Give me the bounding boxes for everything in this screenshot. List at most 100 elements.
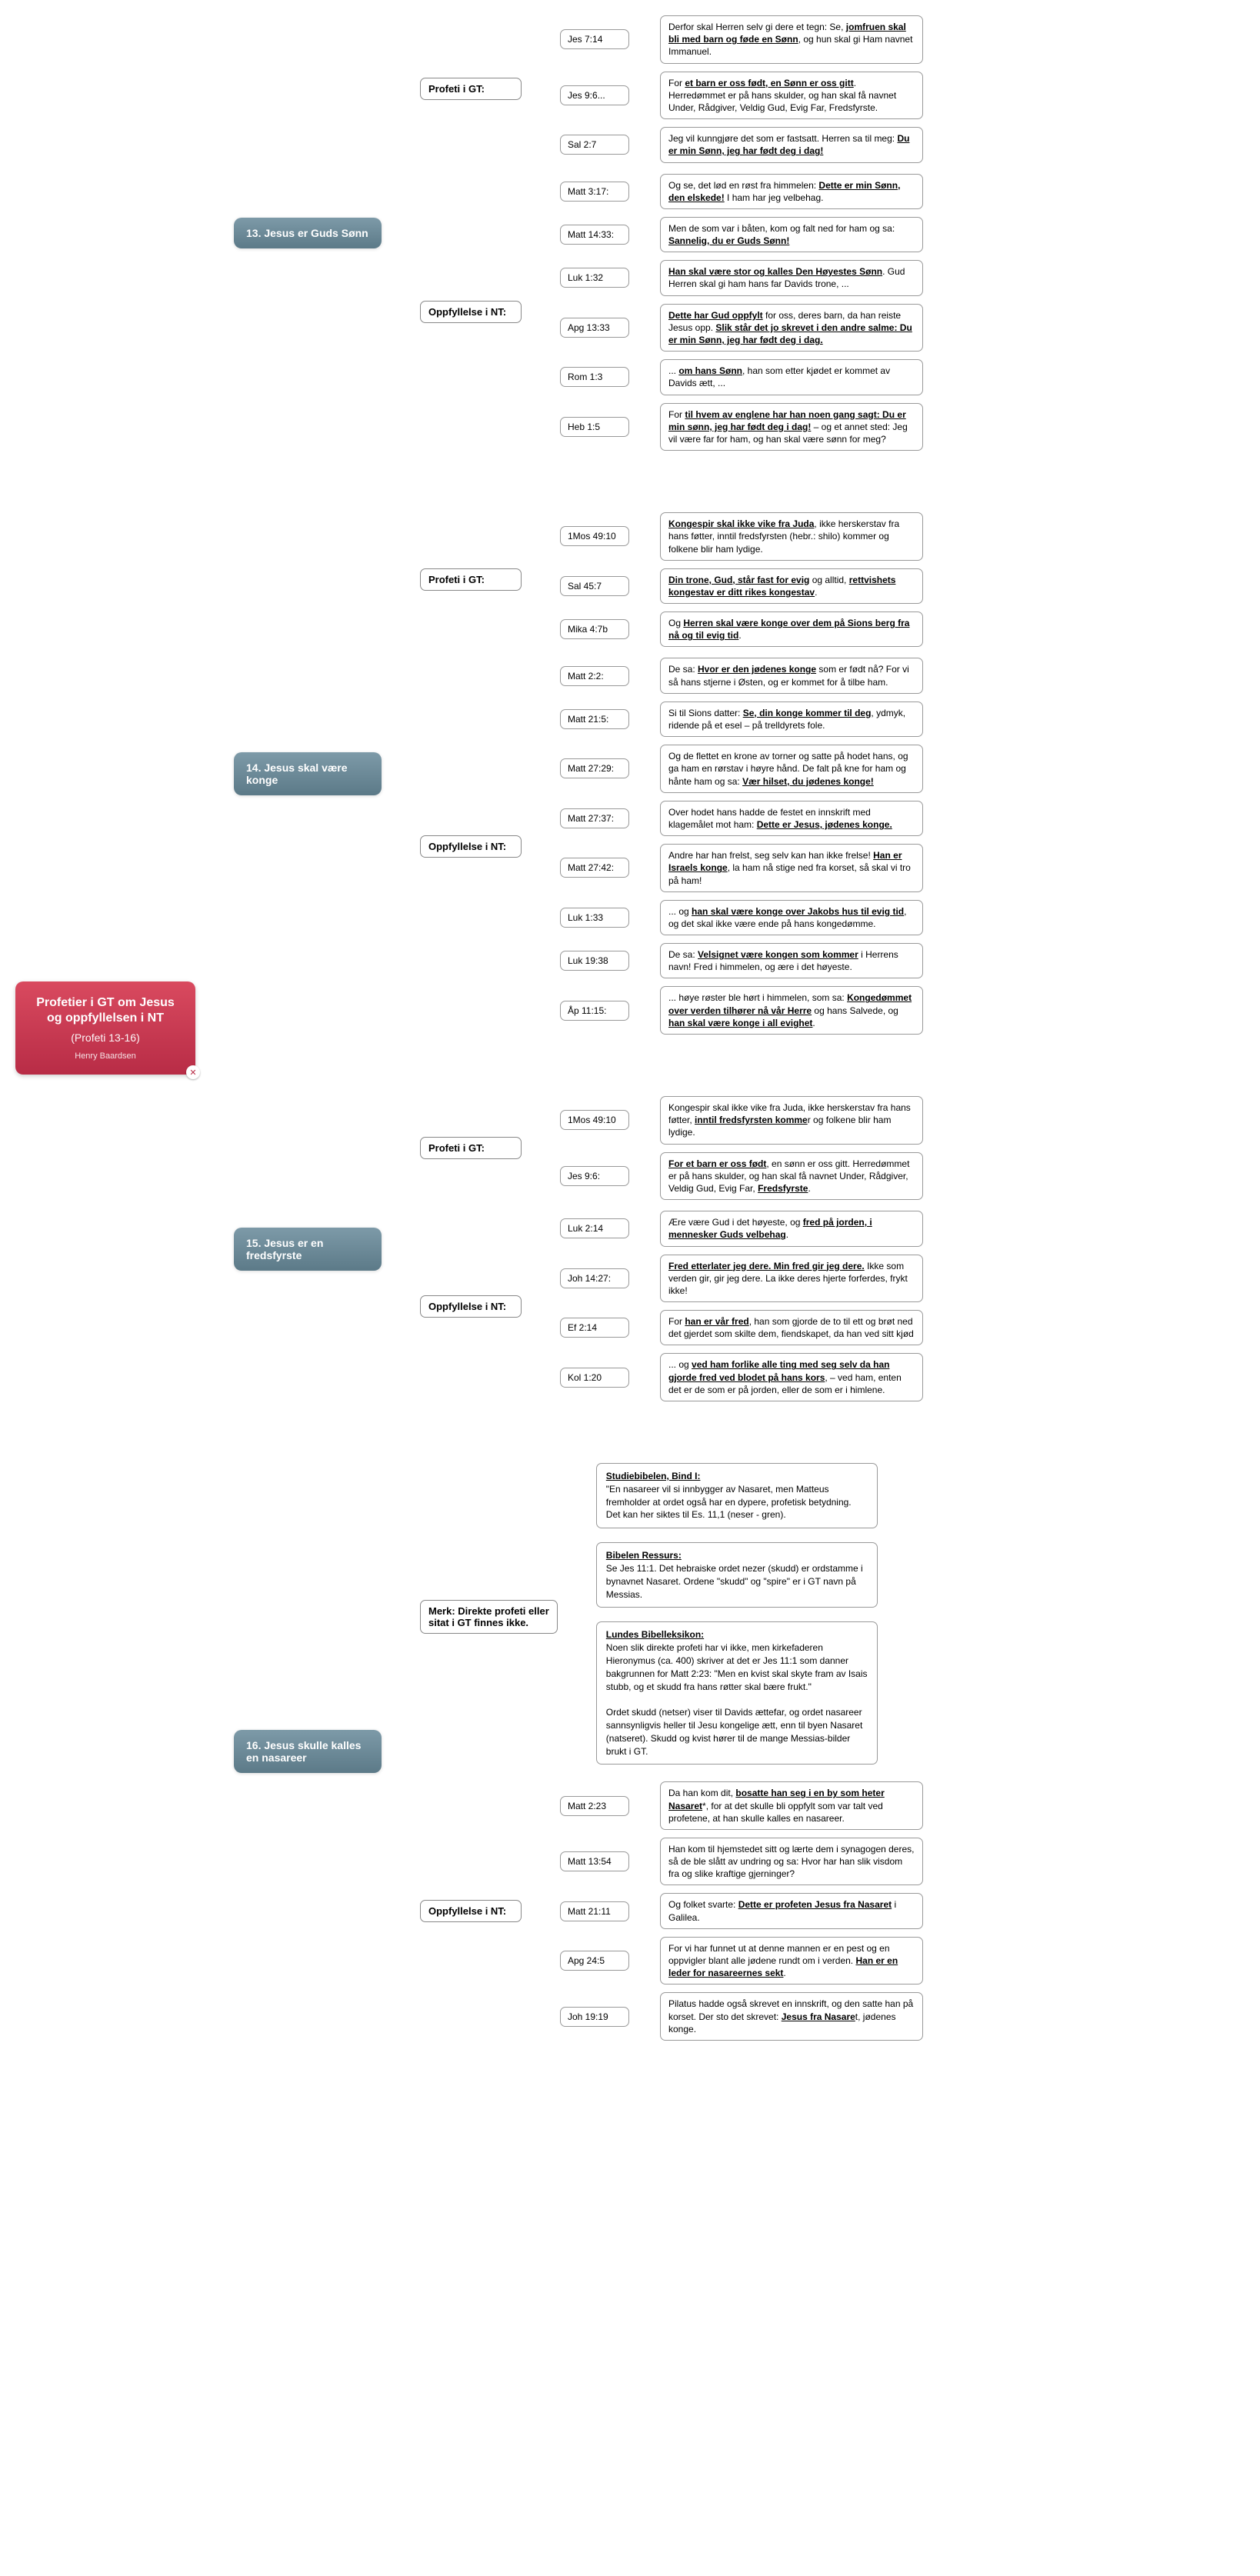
verse-ref[interactable]: Matt 21:5: [560,709,629,729]
leaf-row: Matt 13:54 Han kom til hjemstedet sitt og… [560,1838,923,1886]
sub-label[interactable]: Profeti i GT: [420,1137,522,1159]
verse-ref[interactable]: Sal 45:7 [560,576,629,596]
verse-text: Fred etterlater jeg dere. Min fred gir j… [660,1255,923,1303]
leaf-row: Matt 21:11 Og folket svarte: Dette er pro… [560,1893,923,1928]
sub-row: Oppfyllelse i NT: Luk 2:14 Ære være Gud i … [420,1211,923,1401]
leaf-row: Matt 14:33:Men de som var i båten, kom o… [560,217,923,252]
topic-node[interactable]: 16. Jesus skulle kalles en nasareer [234,1730,382,1773]
verse-ref[interactable]: 1Mos 49:10 [560,526,629,546]
verse-text: Og se, det lød en røst fra himmelen: Det… [660,174,923,209]
verse-ref[interactable]: Luk 1:33 [560,908,629,928]
verse-text: ... om hans Sønn, han som etter kjødet e… [660,359,923,395]
verse-ref[interactable]: Kol 1:20 [560,1368,629,1388]
subs-container: Profeti i GT: 1Mos 49:10 Kongespir skal ik… [420,1096,923,1401]
verse-text: ... og han skal være konge over Jakobs h… [660,900,923,935]
leaf-row: Matt 21:5:Si til Sions datter: Se, din k… [560,701,923,737]
verse-text: Han skal være stor og kalles Den Høyeste… [660,260,923,295]
verse-ref[interactable]: Jes 9:6... [560,85,629,105]
subs-container: Merk: Direkte profeti eller sitat i GT f… [420,1463,923,2041]
verse-ref[interactable]: Sal 2:7 [560,135,629,155]
sub-label[interactable]: Profeti i GT: [420,78,522,100]
verse-ref[interactable]: Matt 21:11 [560,1901,629,1921]
verse-ref[interactable]: Matt 14:33: [560,225,629,245]
leaves-container: Matt 3:17: Og se, det lød en røst fra him… [560,174,923,452]
verse-ref[interactable]: Luk 1:32 [560,268,629,288]
leaf-row: 1Mos 49:10 Kongespir skal ikke vike fra J… [560,1096,923,1145]
verse-text: Han kom til hjemstedet sitt og lærte dem… [660,1838,923,1886]
verse-text: Jeg vil kunngjøre det som er fastsatt. H… [660,127,923,162]
leaf-row: Åp 11:15:... høye røster ble hørt i himm… [560,986,923,1035]
verse-ref[interactable]: Mika 4:7b [560,619,629,639]
verse-ref[interactable]: Apg 13:33 [560,318,629,338]
verse-ref[interactable]: Joh 14:27: [560,1268,629,1288]
sub-label[interactable]: Oppfyllelse i NT: [420,301,522,323]
verse-ref[interactable]: Matt 27:42: [560,858,629,878]
verse-text: For vi har funnet ut at denne mannen er … [660,1937,923,1985]
sub-label[interactable]: Merk: Direkte profeti eller sitat i GT f… [420,1600,558,1634]
verse-ref[interactable]: Heb 1:5 [560,417,629,437]
verse-ref[interactable]: Matt 2:23 [560,1796,629,1816]
sub-label[interactable]: Oppfyllelse i NT: [420,1295,522,1318]
root-author: Henry Baardsen [32,1051,178,1061]
leaf-row: 1Mos 49:10Kongespir skal ikke vike fra J… [560,512,923,561]
topic-row: 13. Jesus er Guds Sønn Profeti i GT: Jes 7… [234,15,923,451]
verse-text: Kongespir skal ikke vike fra Juda, ikke … [660,1096,923,1145]
sub-row: Profeti i GT: Jes 7:14 Derfor skal Herren … [420,15,923,163]
leaf-row: Sal 2:7 Jeg vil kunngjøre det som er fast… [560,127,923,162]
root-node[interactable]: Profetier i GT om Jesus og oppfyllelsen … [15,981,195,1075]
verse-ref[interactable]: Jes 7:14 [560,29,629,49]
topic-node[interactable]: 13. Jesus er Guds Sønn [234,218,382,248]
mindmap: Profetier i GT om Jesus og oppfyllelsen … [15,15,1245,2041]
verse-text: Over hodet hans hadde de festet en innsk… [660,801,923,836]
leaf-row: Luk 1:33 ... og han skal være konge over … [560,900,923,935]
verse-text: De sa: Velsignet være kongen som kommer … [660,943,923,978]
verse-text: Dette har Gud oppfylt for oss, deres bar… [660,304,923,352]
sub-row: Oppfyllelse i NT: Matt 2:23Da han kom dit… [420,1781,923,2041]
topic-node[interactable]: 15. Jesus er en fredsfyrste [234,1228,382,1271]
sub-label[interactable]: Profeti i GT: [420,568,522,591]
verse-ref[interactable]: Matt 3:17: [560,182,629,202]
verse-ref[interactable]: Åp 11:15: [560,1001,629,1021]
leaf-row: Jes 7:14 Derfor skal Herren selv gi dere … [560,15,923,64]
sub-row: Oppfyllelse i NT:Matt 2:2:De sa: Hvor er… [420,658,923,1035]
topic-row: 16. Jesus skulle kalles en nasareer Merk:… [234,1463,923,2041]
verse-text: Pilatus hadde også skrevet en innskrift,… [660,1992,923,2041]
sub-label[interactable]: Oppfyllelse i NT: [420,1900,522,1922]
verse-ref[interactable]: Matt 27:37: [560,808,629,828]
verse-ref[interactable]: Matt 27:29: [560,758,629,778]
verse-ref[interactable]: 1Mos 49:10 [560,1110,629,1130]
verse-text: Derfor skal Herren selv gi dere et tegn:… [660,15,923,64]
verse-text: Og folket svarte: Dette er profeten Jesu… [660,1893,923,1928]
verse-ref[interactable]: Joh 19:19 [560,2007,629,2027]
verse-text: For et barn er oss født, en Sønn er oss … [660,72,923,120]
note-box: Lundes Bibelleksikon:Noen slik direkte p… [596,1621,878,1765]
leaf-row: Apg 13:33 Dette har Gud oppfylt for oss, … [560,304,923,352]
leaf-row: Luk 19:38 De sa: Velsignet være kongen so… [560,943,923,978]
topic-node[interactable]: 14. Jesus skal være konge [234,752,382,795]
verse-ref[interactable]: Matt 2:2: [560,666,629,686]
verse-ref[interactable]: Apg 24:5 [560,1951,629,1971]
leaf-row: Matt 2:23Da han kom dit, bosatte han seg… [560,1781,923,1830]
verse-ref[interactable]: Rom 1:3 [560,367,629,387]
verse-text: For han er vår fred, han som gjorde de t… [660,1310,923,1345]
sub-label[interactable]: Oppfyllelse i NT: [420,835,522,858]
sub-row: Merk: Direkte profeti eller sitat i GT f… [420,1463,923,1771]
leaf-row: Luk 2:14 Ære være Gud i det høyeste, og f… [560,1211,923,1246]
collapse-icon[interactable]: ✕ [186,1065,200,1079]
verse-text: Andre har han frelst, seg selv kan han i… [660,844,923,892]
verse-text: For et barn er oss født, en sønn er oss … [660,1152,923,1201]
verse-ref[interactable]: Ef 2:14 [560,1318,629,1338]
leaf-row: Heb 1:5For til hvem av englene har han n… [560,403,923,452]
leaf-row: Ef 2:14 For han er vår fred, han som gjor… [560,1310,923,1345]
leaf-row: Matt 27:42: Andre har han frelst, seg sel… [560,844,923,892]
leaves-container: 1Mos 49:10 Kongespir skal ikke vike fra J… [560,1096,923,1200]
sub-row: Oppfyllelse i NT: Matt 3:17: Og se, det lø… [420,174,923,452]
verse-ref[interactable]: Jes 9:6: [560,1166,629,1186]
verse-ref[interactable]: Luk 2:14 [560,1218,629,1238]
verse-text: Ære være Gud i det høyeste, og fred på j… [660,1211,923,1246]
verse-text: ... og ved ham forlike alle ting med seg… [660,1353,923,1401]
verse-ref[interactable]: Luk 19:38 [560,951,629,971]
leaf-row: Apg 24:5 For vi har funnet ut at denne ma… [560,1937,923,1985]
leaf-row: Joh 19:19 Pilatus hadde også skrevet en i… [560,1992,923,2041]
verse-ref[interactable]: Matt 13:54 [560,1851,629,1871]
